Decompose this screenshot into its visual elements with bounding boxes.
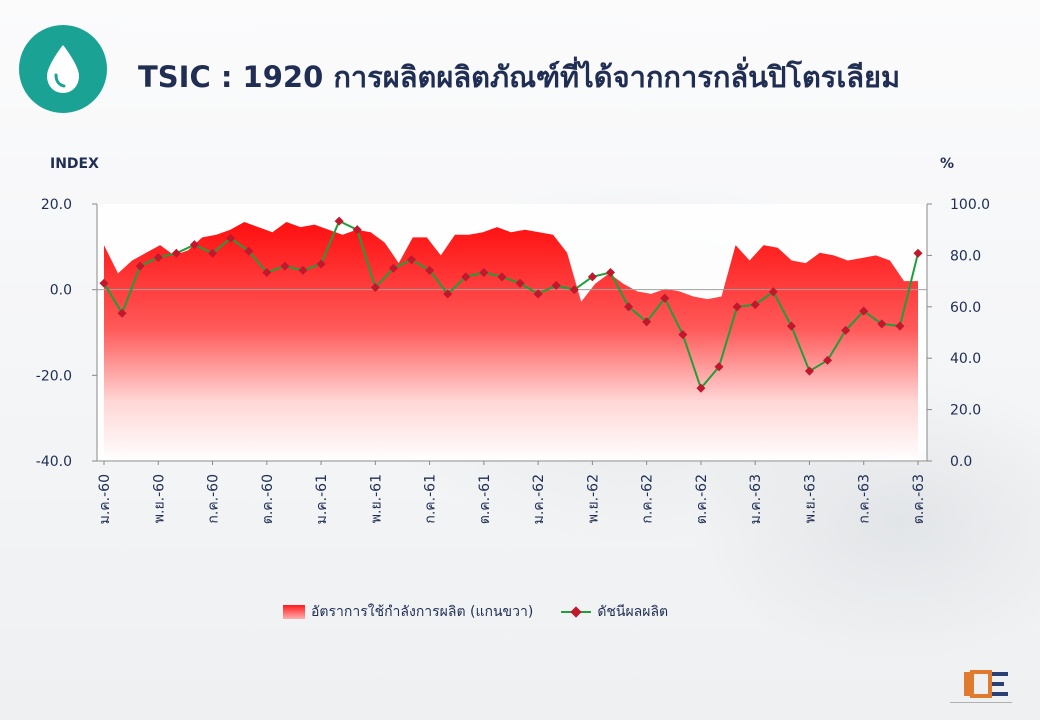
- index-point: [804, 366, 814, 376]
- oie-logo-icon: [950, 670, 1012, 703]
- right-tick-label: 80.0: [950, 248, 981, 264]
- left-tick-label: -40.0: [36, 454, 72, 470]
- legend-item-capacity: อัตราการใช้กำลังการผลิต (แกนขวา): [283, 601, 533, 623]
- left-tick-label: 20.0: [41, 197, 72, 213]
- x-tick-label: ก.ค.-63: [857, 474, 873, 524]
- x-tick-label: ก.ค.-60: [206, 474, 222, 524]
- x-tick-label: พ.ย.-62: [585, 474, 601, 523]
- right-tick-label: 60.0: [950, 300, 981, 316]
- oil-drop-icon: [47, 45, 79, 93]
- right-tick-label: 100.0: [950, 197, 990, 213]
- x-tick-label: ก.ค.-62: [640, 474, 656, 524]
- page-title: TSIC : 1920 การผลิตผลิตภัณฑ์ที่ได้จากการ…: [138, 60, 901, 94]
- x-tick-label: ม.ค.-60: [97, 474, 113, 524]
- index-point: [877, 319, 887, 329]
- index-point: [189, 240, 199, 250]
- index-line: [103, 219, 919, 391]
- x-tick-label: ม.ค.-63: [748, 474, 764, 524]
- legend-swatch-area: [283, 605, 305, 619]
- index-point: [768, 287, 778, 297]
- oie-logo: [950, 668, 1012, 712]
- x-tick-label: พ.ย.-61: [368, 474, 384, 523]
- ticks-group: 20.0 0.0 -20.0 -40.0 100.0 80.0 60.0 40.0 20.0 0.…: [36, 197, 990, 524]
- x-tick-label: ก.ค.-61: [423, 474, 439, 524]
- legend-swatch-line: [561, 606, 592, 618]
- index-point: [569, 285, 579, 295]
- right-tick-label: 20.0: [950, 403, 981, 419]
- left-axis-label: INDEX: [50, 156, 99, 172]
- index-point: [605, 268, 616, 278]
- index-point: [208, 248, 218, 258]
- area-series-group: [104, 222, 918, 461]
- index-point: [678, 330, 688, 340]
- legend-label-index: ดัชนีผลผลิต: [597, 604, 669, 620]
- x-tick-label: ต.ค.-60: [260, 474, 276, 524]
- left-tick-label: 0.0: [50, 283, 72, 299]
- x-tick-label: ต.ค.-61: [477, 474, 493, 524]
- index-point: [714, 362, 724, 372]
- right-tick-label: 40.0: [950, 351, 981, 367]
- index-point: [334, 216, 344, 226]
- index-point: [624, 302, 634, 312]
- left-tick-label: -20.0: [36, 368, 72, 384]
- legend-label-capacity: อัตราการใช้กำลังการผลิต (แกนขวา): [311, 604, 534, 620]
- index-point: [642, 317, 652, 327]
- axes-group: [96, 204, 928, 462]
- right-tick-label: 0.0: [950, 454, 972, 470]
- capacity-area: [104, 222, 918, 461]
- index-point: [696, 383, 706, 393]
- index-point: [244, 246, 254, 256]
- x-tick-label: พ.ย.-63: [802, 474, 818, 523]
- index-point: [135, 261, 145, 271]
- x-tick-label: พ.ย.-60: [151, 474, 167, 523]
- right-axis-label: %: [940, 156, 954, 172]
- index-point: [732, 302, 742, 312]
- chart-legend: อัตราการใช้กำลังการผลิต (แกนขวา) ดัชนีผล…: [283, 600, 668, 624]
- x-tick-label: ม.ค.-62: [531, 474, 547, 524]
- oil-drop-badge: [19, 25, 107, 113]
- index-point: [226, 233, 236, 243]
- index-point: [117, 308, 127, 318]
- x-tick-label: ม.ค.-61: [314, 474, 330, 524]
- x-tick-label: ต.ค.-62: [694, 474, 710, 524]
- index-point: [171, 248, 181, 258]
- legend-item-index: ดัชนีผลผลิต: [561, 601, 668, 623]
- index-point: [750, 300, 760, 310]
- x-tick-label: ต.ค.-63: [911, 474, 927, 524]
